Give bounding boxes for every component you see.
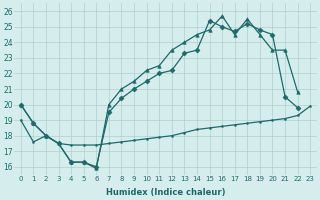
X-axis label: Humidex (Indice chaleur): Humidex (Indice chaleur) (106, 188, 225, 197)
